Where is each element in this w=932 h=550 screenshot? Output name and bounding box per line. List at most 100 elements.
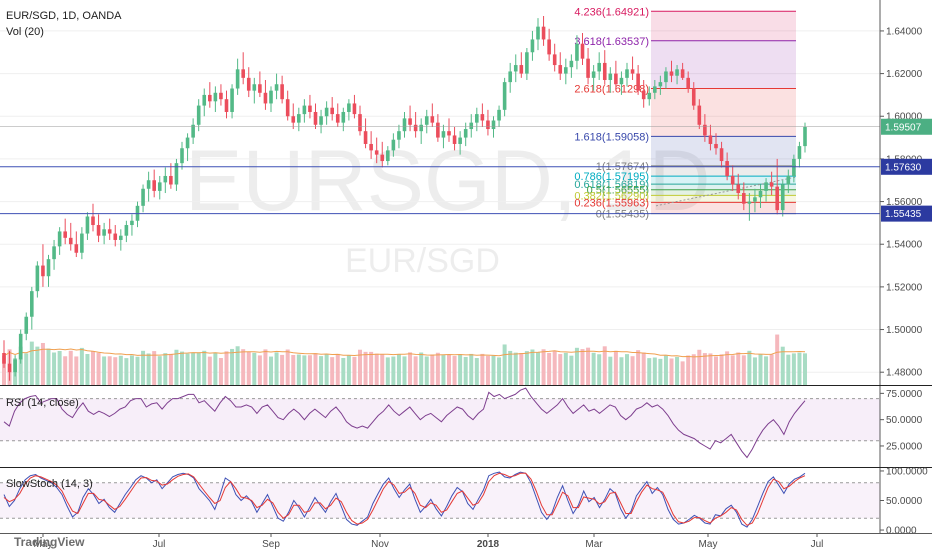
volume-bar <box>280 355 284 385</box>
price-tick-label: 1.54000 <box>886 240 923 251</box>
volume-bar <box>24 353 28 385</box>
fibonacci-extension[interactable]: 4.236(1.64921) 3.618(1.63537) 2.618(1.6129… <box>574 6 796 220</box>
volume-bar <box>314 353 318 385</box>
volume-bar <box>341 358 345 385</box>
fib-zone <box>651 166 796 176</box>
candle-body <box>291 116 295 122</box>
volume-bar <box>686 355 690 385</box>
candle-body <box>748 202 752 204</box>
volume-bar <box>625 354 629 385</box>
price-tick-label: 1.62000 <box>886 69 923 80</box>
candle-body <box>536 27 540 40</box>
candle-body <box>264 93 268 104</box>
volume-bar <box>208 357 212 385</box>
volume-bar <box>247 352 251 385</box>
candle-body <box>703 125 707 136</box>
last-price-tag-label: 1.59507 <box>885 122 922 133</box>
candle-body <box>108 229 112 233</box>
volume-bar <box>397 354 401 385</box>
volume-bar <box>291 355 295 385</box>
candle-body <box>558 65 562 74</box>
price-tags: 1.57630 1.55435 1.59507 <box>881 119 932 222</box>
volume-bar <box>124 358 128 385</box>
volume-bar <box>58 351 62 385</box>
candle-body <box>675 69 679 75</box>
volume-bars <box>2 335 807 385</box>
volume-bar <box>180 352 184 385</box>
volume-bar <box>163 353 167 385</box>
volume-bar <box>286 350 290 385</box>
volume-bar <box>486 356 490 385</box>
volume-bar <box>336 354 340 385</box>
candle-body <box>436 123 440 138</box>
volume-bar <box>792 353 796 385</box>
candle-body <box>653 86 657 92</box>
volume-bar <box>441 355 445 385</box>
volume-bar <box>530 349 534 385</box>
volume-bar <box>480 354 484 385</box>
candle-body <box>314 112 318 125</box>
volume-bar <box>425 356 429 385</box>
volume-bar <box>564 353 568 385</box>
fib-zone <box>651 136 796 166</box>
volume-label: Vol (20) <box>6 26 44 38</box>
candle-body <box>625 69 629 78</box>
candle-body <box>164 176 168 182</box>
volume-bar <box>380 354 384 385</box>
volume-bar <box>553 351 557 385</box>
volume-bar <box>436 353 440 385</box>
candle-body <box>47 259 51 276</box>
volume-bar <box>319 356 323 385</box>
fib-zone <box>651 41 796 89</box>
volume-bar <box>297 355 301 385</box>
price-tick-label: 1.52000 <box>886 282 923 293</box>
candle-body <box>781 185 785 211</box>
candle-body <box>358 114 362 131</box>
candle-body <box>364 131 368 144</box>
fib-zone <box>651 195 796 202</box>
volume-bar <box>681 361 685 385</box>
volume-bar <box>403 356 407 385</box>
volume-bar <box>174 350 178 385</box>
volume-bar <box>408 352 412 385</box>
volume-bar <box>753 357 757 385</box>
volume-bar <box>597 354 601 385</box>
candle-body <box>375 150 379 154</box>
candle-body <box>486 121 490 130</box>
candle-body <box>63 231 67 237</box>
volume-bar <box>586 348 590 385</box>
tradingview-logo-text: TradingView <box>14 535 85 549</box>
volume-bar <box>664 356 668 385</box>
time-tick-label: Jul <box>153 539 166 550</box>
candle-body <box>553 54 557 65</box>
candle-body <box>698 106 702 125</box>
candle-body <box>770 182 774 186</box>
candle-body <box>241 69 245 78</box>
time-tick-label: Nov <box>371 539 389 550</box>
candle-body <box>503 82 507 110</box>
rsi-panel: 75.000050.000025.0000 <box>0 386 923 467</box>
time-axis[interactable]: May Jul Sep Nov 2018 Mar May Jul <box>34 533 824 550</box>
volume-bar <box>97 353 101 385</box>
candle-body <box>408 118 412 124</box>
candle-body <box>214 93 218 102</box>
candle-body <box>419 125 423 131</box>
fib-zone <box>651 190 796 196</box>
tradingview-logo[interactable]: TradingView <box>14 535 85 549</box>
volume-bar <box>147 353 151 385</box>
stoch-label: SlowStoch (14, 3) <box>6 478 93 490</box>
volume-bar <box>508 351 512 385</box>
candle-body <box>303 106 307 115</box>
volume-bar <box>136 357 140 385</box>
candle-body <box>8 364 12 373</box>
fib-level-label: 4.236(1.64921) <box>574 6 649 18</box>
volume-bar <box>241 349 245 385</box>
volume-bar <box>542 349 546 385</box>
price-axis[interactable]: 1.640001.620001.600001.580001.560001.540… <box>880 26 923 378</box>
candle-body <box>475 114 479 123</box>
candle-body <box>80 234 84 253</box>
volume-bar <box>714 356 718 385</box>
candle-body <box>492 121 496 130</box>
volume-bar <box>675 357 679 385</box>
